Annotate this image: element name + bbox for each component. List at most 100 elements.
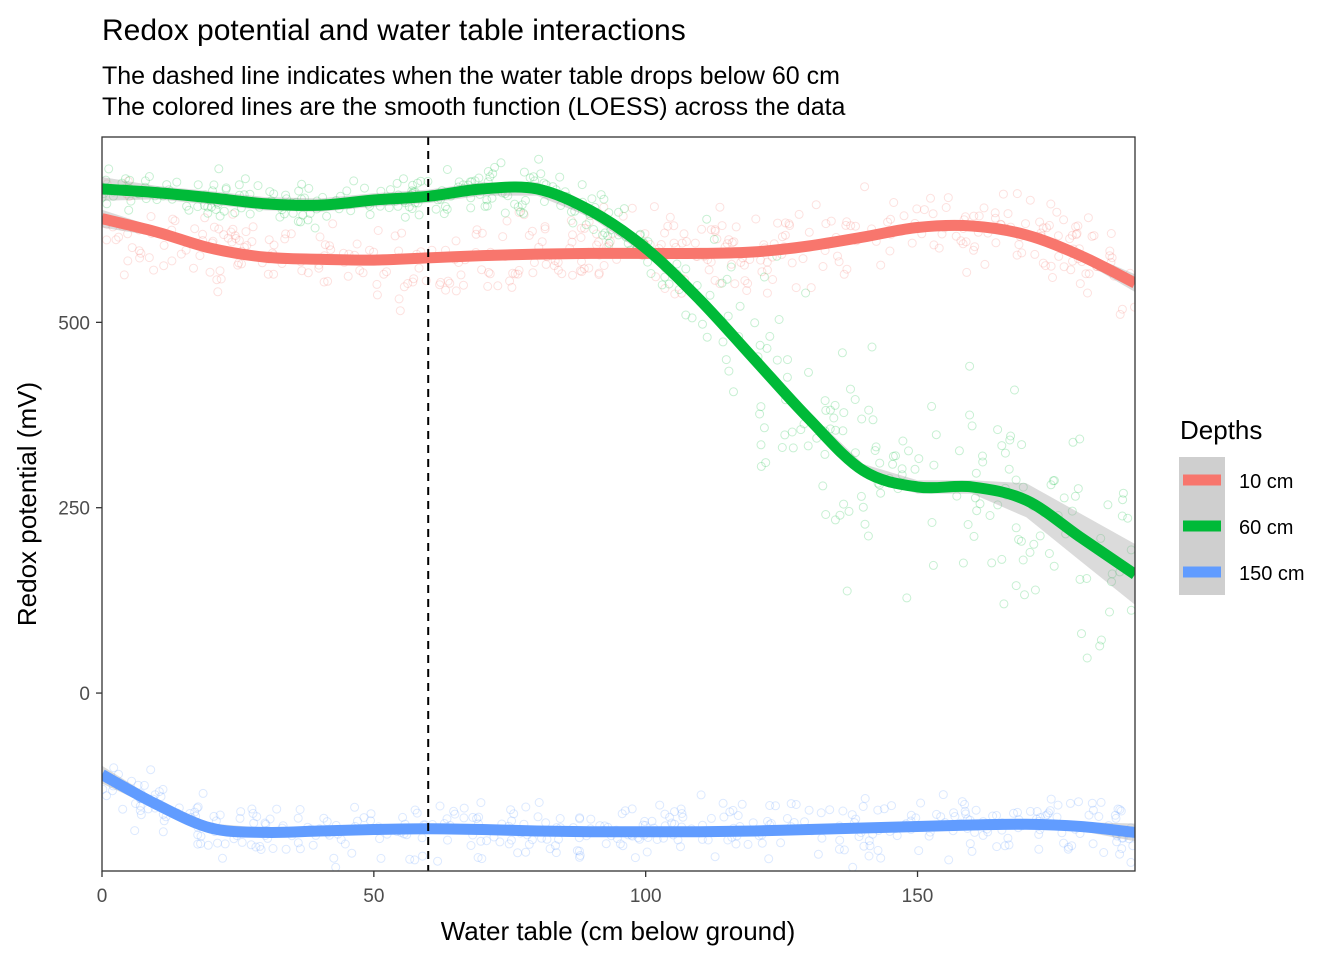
scatter-point (435, 801, 445, 811)
scatter-point (192, 803, 202, 813)
legend-label: 60 cm (1239, 517, 1293, 539)
scatter-point (1003, 209, 1013, 219)
scatter-point (1000, 841, 1010, 851)
scatter-point (960, 799, 970, 809)
scatter-point (860, 794, 870, 803)
scatter-point (1014, 535, 1024, 544)
scatter-point (715, 202, 725, 212)
scatter-point (961, 809, 971, 819)
scatter-point (1011, 581, 1021, 591)
scatter-point (1044, 549, 1054, 558)
scatter-point (1045, 806, 1055, 816)
scatter-point (889, 198, 899, 207)
smooth-line-150-cm (102, 769, 1135, 839)
scatter-point (579, 264, 589, 274)
scatter-point (1071, 230, 1081, 240)
scatter-point (1016, 536, 1026, 546)
scatter-point (483, 167, 493, 176)
scatter-point (322, 211, 332, 221)
scatter-point (646, 269, 656, 278)
scatter-point (1070, 491, 1080, 501)
scatter-point (803, 441, 813, 451)
scatter-point (310, 223, 320, 233)
scatter-point (269, 269, 279, 279)
scatter-point (269, 189, 279, 199)
scatter-point (304, 183, 314, 193)
scatter-point (442, 165, 452, 174)
scatter-point (1025, 547, 1035, 557)
scatter-point (617, 809, 627, 819)
scatter-point (710, 226, 720, 236)
scatter-point (848, 862, 858, 871)
scatter-point (514, 265, 524, 275)
scatter-point (114, 232, 124, 242)
scatter-point (620, 806, 630, 816)
scatter-point (472, 814, 482, 824)
scatter-point (1046, 261, 1056, 271)
scatter-point (850, 395, 860, 404)
scatter-point (1003, 833, 1013, 843)
scatter-point (1029, 539, 1039, 549)
scatter-point (159, 261, 169, 271)
scatter-point (883, 217, 893, 227)
scatter-point (1059, 838, 1069, 848)
scatter-point (400, 212, 410, 222)
scatter-point (1005, 435, 1015, 445)
scatter-point (408, 277, 418, 287)
scatter-point (519, 167, 529, 177)
scatter-point (972, 506, 982, 516)
scatter-point (1126, 605, 1135, 615)
scatter-point (227, 237, 237, 247)
scatter-point (1009, 808, 1018, 818)
scatter-point (931, 430, 941, 440)
scatter-point (215, 810, 225, 820)
scatter-point (303, 215, 313, 225)
scatter-point (102, 235, 112, 245)
scatter-point (417, 833, 427, 843)
scatter-point (614, 207, 623, 217)
scatter-point (839, 408, 849, 418)
scatter-point (575, 266, 585, 276)
scatter-point (914, 846, 924, 856)
scatter-point (762, 288, 772, 298)
scatter-point (672, 259, 682, 269)
scatter-point (914, 454, 924, 464)
legend-title: Depths (1180, 415, 1262, 445)
scatter-point (1088, 839, 1098, 849)
scatter-point (1042, 223, 1052, 233)
scatter-point (1053, 800, 1063, 810)
scatter-point (729, 237, 739, 247)
scatter-point (899, 211, 909, 221)
scatter-point (196, 839, 206, 849)
scatter-point (1084, 810, 1094, 820)
scatter-point (967, 846, 977, 856)
scatter-point (756, 402, 766, 412)
scatter-point (214, 164, 224, 174)
scatter-point (1089, 231, 1099, 241)
scatter-point (480, 201, 490, 211)
scatter-point (740, 276, 750, 286)
scatter-point (970, 242, 980, 252)
scatter-point (189, 263, 198, 273)
scatter-point (398, 812, 408, 822)
scatter-points (102, 154, 1135, 871)
scatter-point (418, 851, 427, 861)
scatter-point (821, 510, 831, 519)
scatter-point (1034, 844, 1044, 854)
scatter-point (594, 270, 604, 279)
smooth-line-60-cm (102, 181, 1135, 579)
scatter-point (750, 318, 760, 328)
scatter-point (657, 280, 667, 290)
scatter-point (787, 258, 797, 268)
scatter-point (209, 222, 219, 232)
scatter-point (485, 172, 495, 182)
scatter-point (904, 446, 913, 456)
scatter-point (231, 234, 241, 243)
scatter-point (788, 443, 798, 453)
scatter-point (897, 464, 907, 474)
scatter-point (136, 810, 146, 820)
scatter-point (586, 814, 596, 824)
scatter-point (818, 481, 828, 491)
scatter-point (521, 195, 530, 205)
scatter-point (135, 253, 145, 263)
